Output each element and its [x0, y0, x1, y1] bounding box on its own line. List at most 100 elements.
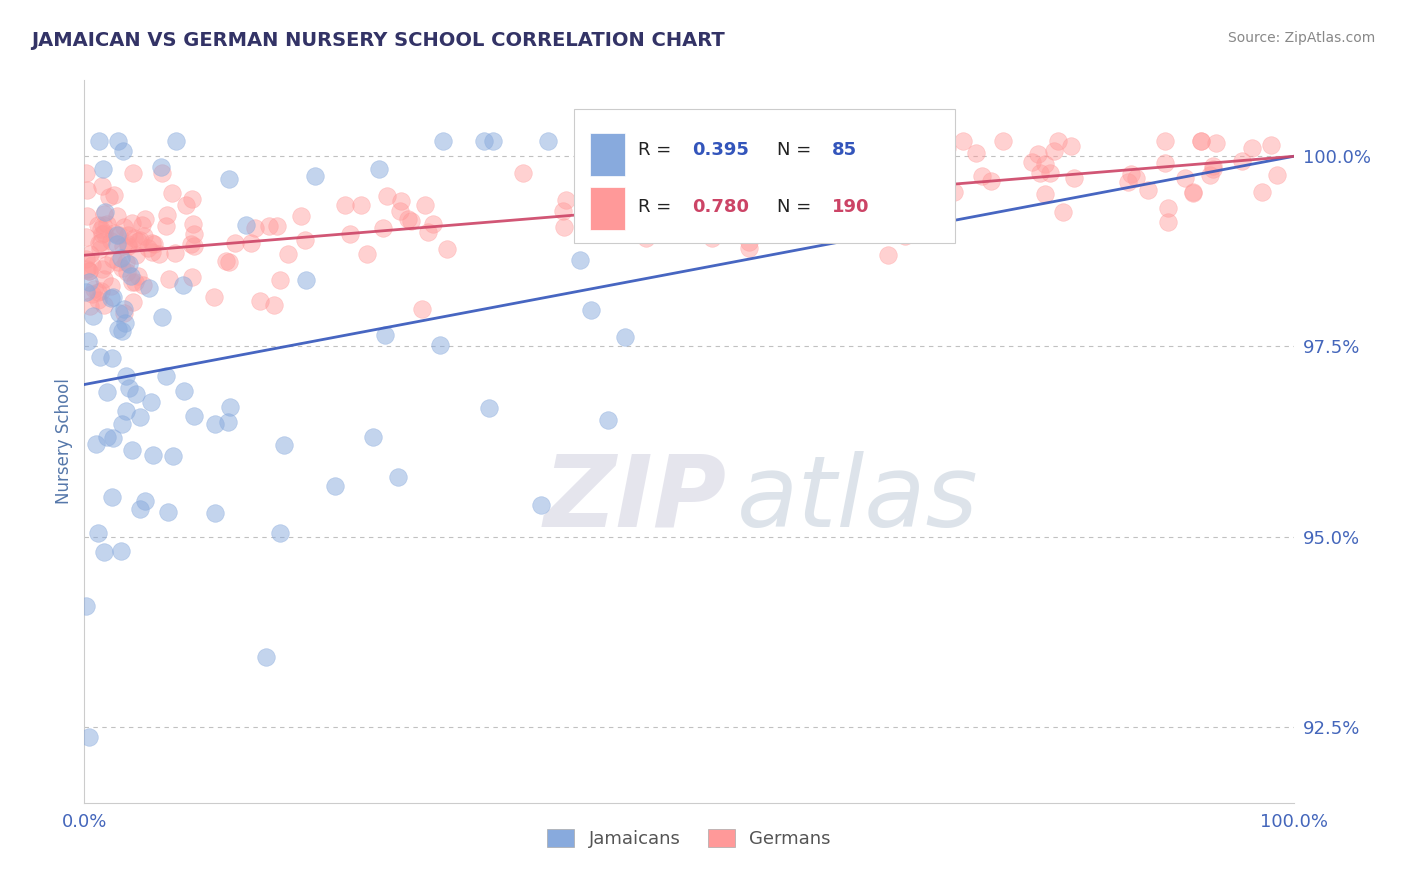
- Point: [77, 730, 100, 744]
- Point: [1121, 167, 1143, 181]
- Point: [371, 220, 394, 235]
- Point: [432, 134, 454, 148]
- Point: [138, 281, 160, 295]
- Text: N =: N =: [778, 198, 817, 216]
- Text: ZIP: ZIP: [544, 450, 727, 548]
- Point: [1260, 137, 1282, 152]
- FancyBboxPatch shape: [574, 109, 955, 243]
- Point: [142, 448, 165, 462]
- Point: [243, 221, 266, 235]
- Point: [80, 258, 103, 272]
- Point: [1230, 153, 1253, 168]
- Point: [555, 193, 578, 207]
- Point: [110, 544, 132, 558]
- Point: [134, 212, 156, 227]
- Point: [257, 219, 280, 233]
- Point: [626, 227, 648, 241]
- Point: [1026, 147, 1049, 161]
- Point: [266, 219, 288, 233]
- Point: [121, 276, 143, 290]
- Point: [387, 470, 409, 484]
- Point: [339, 227, 361, 242]
- Point: [83, 282, 105, 296]
- Point: [1033, 157, 1056, 171]
- Point: [800, 202, 823, 216]
- Point: [914, 224, 936, 238]
- Point: [249, 293, 271, 308]
- Point: [512, 166, 534, 180]
- Point: [150, 166, 173, 180]
- Point: [91, 227, 114, 241]
- Point: [413, 198, 436, 212]
- Text: Source: ZipAtlas.com: Source: ZipAtlas.com: [1227, 31, 1375, 45]
- Point: [614, 330, 637, 344]
- Point: [101, 252, 124, 267]
- Point: [846, 173, 869, 187]
- Point: [77, 264, 100, 278]
- Point: [1154, 134, 1177, 148]
- Point: [1154, 156, 1177, 170]
- Point: [118, 382, 141, 396]
- Point: [240, 235, 263, 250]
- Point: [1043, 144, 1066, 158]
- Point: [75, 252, 97, 267]
- Point: [107, 322, 129, 336]
- Legend: Jamaicans, Germans: Jamaicans, Germans: [540, 822, 838, 855]
- Point: [100, 279, 122, 293]
- Point: [931, 169, 953, 184]
- Point: [813, 182, 835, 196]
- Point: [141, 245, 163, 260]
- Point: [155, 368, 177, 383]
- Point: [87, 293, 110, 307]
- Point: [183, 227, 205, 241]
- Point: [111, 238, 134, 252]
- Point: [162, 450, 184, 464]
- Point: [108, 227, 131, 242]
- Point: [350, 198, 373, 212]
- Point: [689, 209, 711, 223]
- Y-axis label: Nursery School: Nursery School: [55, 378, 73, 505]
- Point: [737, 235, 759, 249]
- Text: 0.395: 0.395: [693, 141, 749, 160]
- Point: [290, 209, 312, 223]
- Point: [1251, 185, 1274, 199]
- Point: [75, 599, 97, 613]
- Point: [124, 231, 146, 245]
- Point: [893, 229, 915, 244]
- Point: [181, 192, 204, 206]
- Point: [96, 430, 118, 444]
- Point: [1021, 154, 1043, 169]
- Point: [112, 301, 135, 316]
- FancyBboxPatch shape: [589, 187, 624, 230]
- Point: [846, 190, 869, 204]
- Point: [605, 134, 627, 148]
- Point: [269, 273, 291, 287]
- Point: [852, 224, 875, 238]
- Point: [100, 234, 122, 248]
- Point: [581, 222, 603, 236]
- Point: [273, 438, 295, 452]
- Point: [636, 231, 658, 245]
- Text: JAMAICAN VS GERMAN NURSERY SCHOOL CORRELATION CHART: JAMAICAN VS GERMAN NURSERY SCHOOL CORREL…: [31, 31, 724, 50]
- Point: [114, 316, 136, 330]
- Point: [323, 478, 346, 492]
- Point: [218, 400, 240, 414]
- Point: [110, 251, 132, 265]
- Point: [980, 174, 1002, 188]
- Point: [1060, 139, 1083, 153]
- Point: [922, 169, 945, 183]
- Point: [93, 271, 115, 285]
- Point: [82, 309, 104, 323]
- Point: [128, 409, 150, 424]
- Point: [683, 152, 706, 166]
- Point: [792, 183, 814, 197]
- Point: [1157, 202, 1180, 216]
- Point: [1189, 134, 1212, 148]
- Point: [824, 175, 846, 189]
- Point: [125, 248, 148, 262]
- Point: [202, 290, 225, 304]
- Point: [112, 306, 135, 320]
- Point: [965, 145, 987, 160]
- Point: [90, 235, 112, 250]
- Point: [700, 230, 723, 244]
